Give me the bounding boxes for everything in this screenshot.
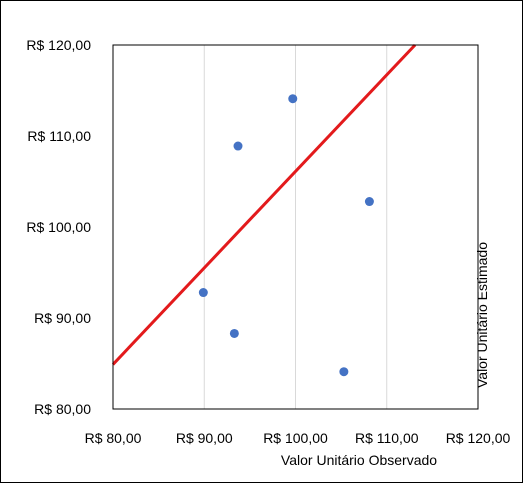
trend-line xyxy=(111,43,417,366)
data-point xyxy=(339,367,349,377)
data-point xyxy=(364,197,374,207)
data-points xyxy=(198,94,374,377)
y-tick-label: R$ 100,00 xyxy=(26,219,91,235)
x-tick-label: R$ 120,00 xyxy=(446,430,511,446)
data-point xyxy=(233,141,243,151)
y-tick-label: R$ 110,00 xyxy=(27,128,91,144)
y-axis-tick-labels: R$ 80,00 R$ 90,00 R$ 100,00 R$ 110,00 R$ 120… xyxy=(26,37,91,417)
data-point xyxy=(288,94,298,104)
x-tick-label: R$ 100,00 xyxy=(263,430,328,446)
x-axis-tick-labels: R$ 80,00 R$ 90,00 R$ 100,00 R$ 110,00 R$ 120… xyxy=(85,430,511,446)
x-tick-label: R$ 80,00 xyxy=(85,430,142,446)
x-tick-label: R$ 90,00 xyxy=(176,430,233,446)
x-tick-label: R$ 110,00 xyxy=(355,430,419,446)
y-tick-label: R$ 80,00 xyxy=(34,401,91,417)
x-axis-title: Valor Unitário Observado xyxy=(281,452,437,468)
data-point xyxy=(229,328,239,338)
y-tick-label: R$ 120,00 xyxy=(26,37,91,53)
gridlines xyxy=(203,45,388,409)
y-axis-title: Valor Unitário Estimado xyxy=(474,242,490,388)
data-point xyxy=(198,288,208,298)
trend-lines xyxy=(111,43,417,366)
y-tick-label: R$ 90,00 xyxy=(34,310,91,326)
plot-area-border xyxy=(112,44,479,410)
